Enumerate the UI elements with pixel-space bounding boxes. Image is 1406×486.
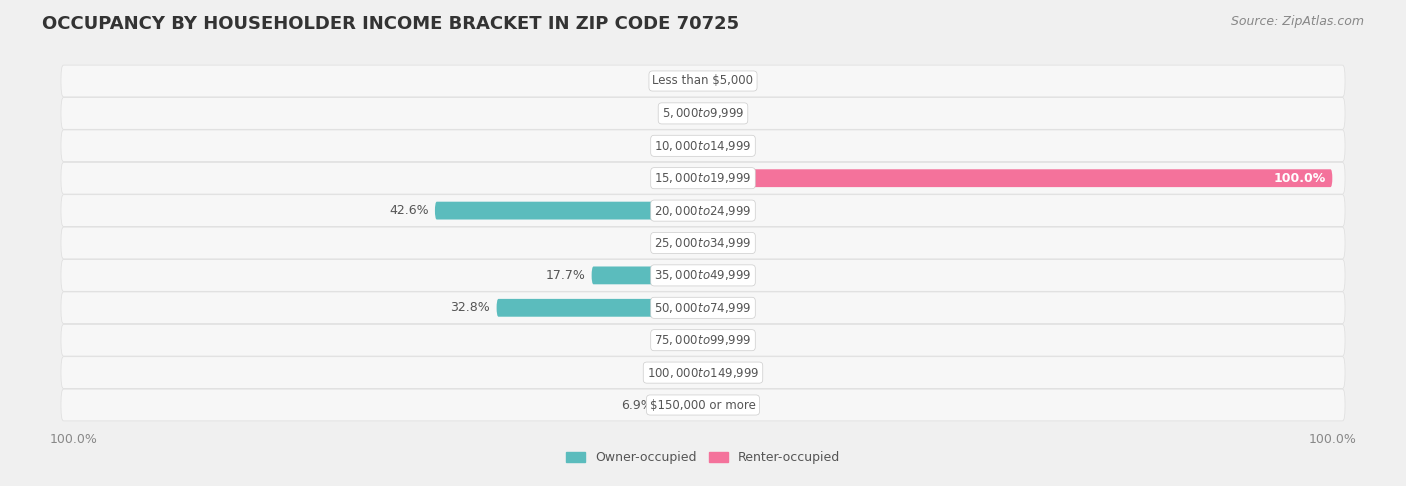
FancyBboxPatch shape <box>60 65 1346 97</box>
FancyBboxPatch shape <box>659 396 703 414</box>
Text: 0.0%: 0.0% <box>716 301 748 314</box>
FancyBboxPatch shape <box>496 299 703 317</box>
Text: OCCUPANCY BY HOUSEHOLDER INCOME BRACKET IN ZIP CODE 70725: OCCUPANCY BY HOUSEHOLDER INCOME BRACKET … <box>42 15 740 33</box>
Text: $5,000 to $9,999: $5,000 to $9,999 <box>662 106 744 121</box>
Text: 0.0%: 0.0% <box>716 334 748 347</box>
Text: 0.0%: 0.0% <box>658 172 690 185</box>
Legend: Owner-occupied, Renter-occupied: Owner-occupied, Renter-occupied <box>561 447 845 469</box>
Text: $15,000 to $19,999: $15,000 to $19,999 <box>654 171 752 185</box>
Text: 0.0%: 0.0% <box>716 237 748 249</box>
Text: $25,000 to $34,999: $25,000 to $34,999 <box>654 236 752 250</box>
Text: 0.0%: 0.0% <box>658 366 690 379</box>
Text: $20,000 to $24,999: $20,000 to $24,999 <box>654 204 752 218</box>
Text: 0.0%: 0.0% <box>716 399 748 412</box>
Text: Less than $5,000: Less than $5,000 <box>652 74 754 87</box>
FancyBboxPatch shape <box>434 202 703 220</box>
FancyBboxPatch shape <box>60 130 1346 162</box>
Text: 0.0%: 0.0% <box>658 237 690 249</box>
Text: $75,000 to $99,999: $75,000 to $99,999 <box>654 333 752 347</box>
FancyBboxPatch shape <box>60 227 1346 259</box>
Text: 42.6%: 42.6% <box>389 204 429 217</box>
Text: $35,000 to $49,999: $35,000 to $49,999 <box>654 268 752 282</box>
FancyBboxPatch shape <box>60 98 1346 129</box>
FancyBboxPatch shape <box>60 195 1346 226</box>
FancyBboxPatch shape <box>60 324 1346 356</box>
Text: $100,000 to $149,999: $100,000 to $149,999 <box>647 365 759 380</box>
Text: 17.7%: 17.7% <box>546 269 585 282</box>
FancyBboxPatch shape <box>703 169 1333 187</box>
Text: $150,000 or more: $150,000 or more <box>650 399 756 412</box>
Text: 100.0%: 100.0% <box>1274 172 1326 185</box>
Text: 0.0%: 0.0% <box>716 107 748 120</box>
Text: 32.8%: 32.8% <box>450 301 491 314</box>
Text: 0.0%: 0.0% <box>658 334 690 347</box>
FancyBboxPatch shape <box>60 292 1346 324</box>
Text: 0.0%: 0.0% <box>716 204 748 217</box>
Text: $10,000 to $14,999: $10,000 to $14,999 <box>654 139 752 153</box>
Text: 0.0%: 0.0% <box>658 139 690 152</box>
Text: 0.0%: 0.0% <box>716 139 748 152</box>
Text: Source: ZipAtlas.com: Source: ZipAtlas.com <box>1230 15 1364 28</box>
Text: 0.0%: 0.0% <box>658 74 690 87</box>
FancyBboxPatch shape <box>60 260 1346 291</box>
Text: 0.0%: 0.0% <box>658 107 690 120</box>
FancyBboxPatch shape <box>60 162 1346 194</box>
Text: $50,000 to $74,999: $50,000 to $74,999 <box>654 301 752 315</box>
FancyBboxPatch shape <box>60 357 1346 388</box>
FancyBboxPatch shape <box>592 266 703 284</box>
FancyBboxPatch shape <box>60 389 1346 421</box>
Text: 6.9%: 6.9% <box>621 399 654 412</box>
Text: 0.0%: 0.0% <box>716 74 748 87</box>
Text: 0.0%: 0.0% <box>716 366 748 379</box>
Text: 0.0%: 0.0% <box>716 269 748 282</box>
